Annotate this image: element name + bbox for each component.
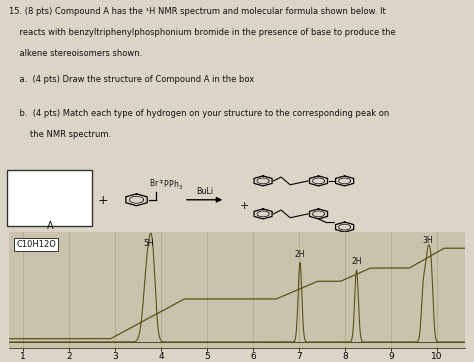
Text: the NMR spectrum.: the NMR spectrum. <box>9 130 111 139</box>
Text: BuLi: BuLi <box>196 187 213 196</box>
Text: 2H: 2H <box>351 257 362 266</box>
Text: a.  (4 pts) Draw the structure of Compound A in the box: a. (4 pts) Draw the structure of Compoun… <box>9 75 255 84</box>
Text: 15. (8 pts) Compound A has the ¹H NMR spectrum and molecular formula shown below: 15. (8 pts) Compound A has the ¹H NMR sp… <box>9 7 386 16</box>
Text: Br$^-$: Br$^-$ <box>149 177 164 188</box>
Text: alkene stereoisomers shown.: alkene stereoisomers shown. <box>9 49 143 58</box>
Text: +: + <box>239 201 249 211</box>
Text: $^+$PPh$_3$: $^+$PPh$_3$ <box>157 179 183 192</box>
Text: 5H: 5H <box>143 239 154 248</box>
Text: 3H: 3H <box>422 236 433 245</box>
Text: 2H: 2H <box>295 250 305 259</box>
Text: A: A <box>46 221 53 231</box>
Text: reacts with benzyltriphenylphosphonium bromide in the presence of base to produc: reacts with benzyltriphenylphosphonium b… <box>9 28 396 37</box>
Bar <box>7 169 92 226</box>
Text: b.  (4 pts) Match each type of hydrogen on your structure to the corresponding p: b. (4 pts) Match each type of hydrogen o… <box>9 109 390 118</box>
Text: +: + <box>98 194 109 207</box>
Text: C10H12O: C10H12O <box>16 240 56 249</box>
